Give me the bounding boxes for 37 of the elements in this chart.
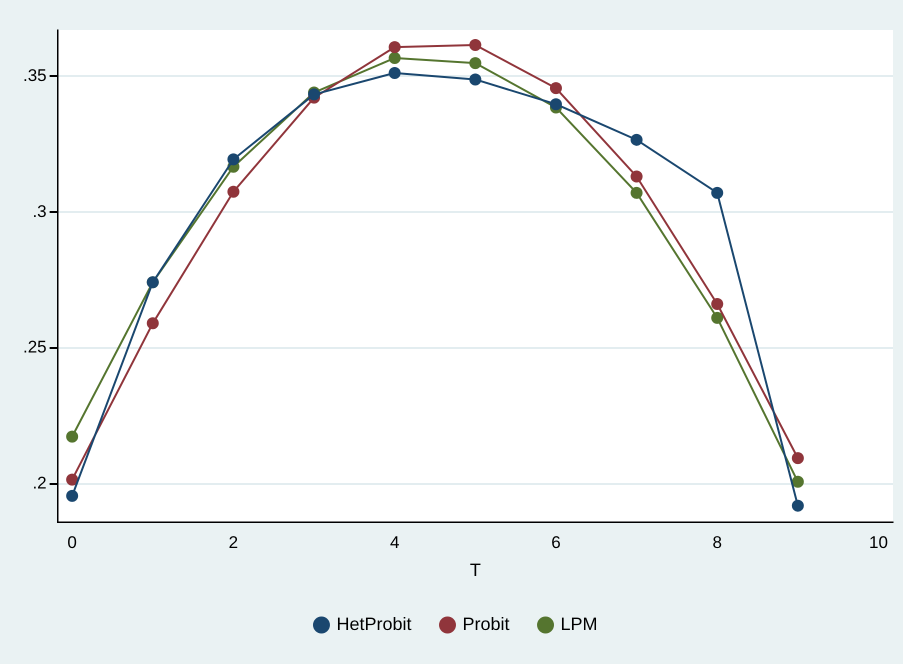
y-tick-label: .35 — [22, 66, 47, 85]
point — [550, 98, 562, 110]
point — [630, 170, 643, 183]
point — [711, 186, 724, 199]
point — [227, 153, 240, 166]
x-tick-label: 4 — [390, 532, 400, 552]
legend-label: Probit — [462, 614, 510, 634]
point — [550, 82, 562, 94]
point — [388, 41, 401, 54]
legend-label: HetProbit — [336, 614, 412, 634]
point — [630, 134, 643, 146]
y-tick-label: .2 — [32, 474, 47, 493]
point — [711, 312, 724, 324]
point — [66, 490, 78, 502]
x-tick-label: 8 — [712, 532, 722, 552]
point — [630, 186, 643, 199]
point — [711, 298, 724, 310]
point — [469, 57, 482, 70]
y-tick-label: .25 — [22, 338, 47, 357]
point — [227, 186, 240, 198]
point — [792, 452, 804, 464]
x-tick-label: 6 — [551, 532, 561, 552]
y-tick-label: .3 — [32, 202, 47, 221]
point — [388, 66, 401, 79]
point — [792, 500, 804, 512]
x-tick-label: 2 — [228, 532, 238, 552]
point — [388, 52, 401, 64]
x-axis-title: T — [470, 560, 481, 580]
point — [66, 430, 78, 443]
x-tick-label: 0 — [67, 532, 77, 552]
point — [792, 476, 804, 488]
point — [469, 38, 482, 51]
point — [469, 73, 482, 86]
legend-label: LPM — [560, 614, 598, 634]
point — [146, 317, 159, 330]
x-tick-label: 10 — [869, 532, 888, 552]
point — [66, 474, 78, 486]
